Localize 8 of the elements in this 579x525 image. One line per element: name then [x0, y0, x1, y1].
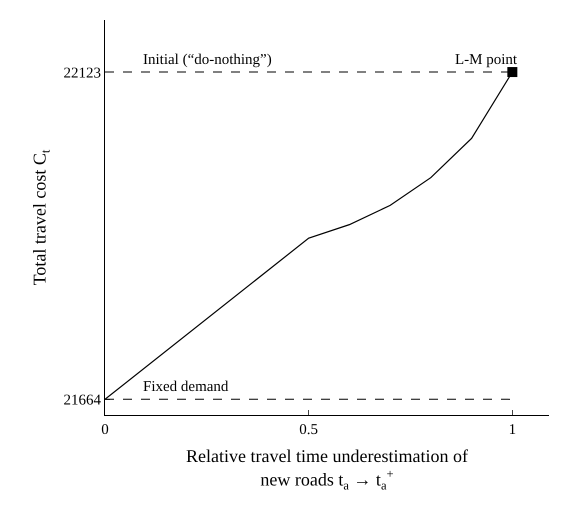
annotation: L-M point: [455, 52, 518, 68]
y-tick-label: 22123: [64, 65, 101, 82]
ref-line-label: Fixed demand: [143, 379, 229, 395]
y-tick-label: 21664: [64, 392, 102, 409]
ref-line-label: Initial (“do-nothing”): [143, 52, 272, 68]
x-tick-label: 0.5: [299, 422, 318, 438]
x-tick-label: 0: [101, 422, 109, 438]
x-tick-label: 1: [508, 422, 516, 438]
